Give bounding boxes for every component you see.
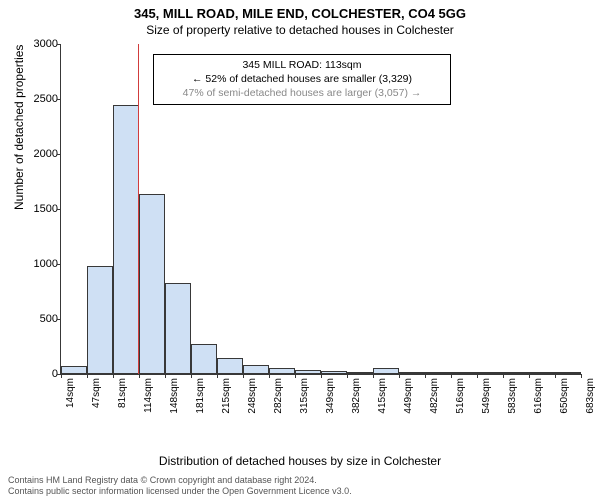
xtick-label: 415sqm xyxy=(377,378,388,414)
xtick-label: 315sqm xyxy=(299,378,310,414)
xtick-mark xyxy=(451,374,452,378)
xtick-mark xyxy=(581,374,582,378)
ytick-mark xyxy=(57,264,61,265)
histogram-bar xyxy=(373,368,399,374)
xtick-label: 382sqm xyxy=(351,378,362,414)
xtick-label: 683sqm xyxy=(585,378,596,414)
footer-line1: Contains HM Land Registry data © Crown c… xyxy=(8,475,352,486)
ytick-mark xyxy=(57,319,61,320)
xtick-mark xyxy=(373,374,374,378)
histogram-bar xyxy=(555,372,581,374)
xtick-label: 650sqm xyxy=(559,378,570,414)
annotation-line: 47% of semi-detached houses are larger (… xyxy=(162,86,442,100)
xtick-mark xyxy=(399,374,400,378)
xtick-label: 616sqm xyxy=(533,378,544,414)
xtick-mark xyxy=(61,374,62,378)
histogram-bar xyxy=(61,366,87,374)
xtick-label: 215sqm xyxy=(221,378,232,414)
xtick-mark xyxy=(113,374,114,378)
page-title: 345, MILL ROAD, MILE END, COLCHESTER, CO… xyxy=(0,0,600,21)
histogram-bar xyxy=(113,105,139,375)
histogram-bar xyxy=(321,371,347,374)
xtick-mark xyxy=(321,374,322,378)
xtick-label: 114sqm xyxy=(143,378,154,413)
histogram-bar xyxy=(347,372,373,374)
xtick-mark xyxy=(191,374,192,378)
chart-area: 05001000150020002500300014sqm47sqm81sqm1… xyxy=(60,44,580,414)
xtick-mark xyxy=(139,374,140,378)
property-marker-line xyxy=(138,44,139,374)
ytick-label: 2000 xyxy=(34,148,58,160)
xtick-mark xyxy=(555,374,556,378)
x-axis-label: Distribution of detached houses by size … xyxy=(0,454,600,468)
xtick-label: 47sqm xyxy=(91,378,102,408)
histogram-bar xyxy=(295,370,321,374)
histogram-bar xyxy=(529,372,555,374)
xtick-label: 181sqm xyxy=(195,378,206,414)
ytick-label: 1000 xyxy=(34,258,58,270)
histogram-bar xyxy=(139,194,165,374)
footer-attribution: Contains HM Land Registry data © Crown c… xyxy=(8,475,352,498)
xtick-label: 549sqm xyxy=(481,378,492,414)
annotation-line: 345 MILL ROAD: 113sqm xyxy=(162,58,442,72)
footer-line2: Contains public sector information licen… xyxy=(8,486,352,497)
xtick-mark xyxy=(529,374,530,378)
histogram-bar xyxy=(217,358,243,375)
histogram-bar xyxy=(451,372,477,374)
xtick-label: 148sqm xyxy=(169,378,180,414)
xtick-label: 349sqm xyxy=(325,378,336,414)
ytick-mark xyxy=(57,44,61,45)
xtick-label: 449sqm xyxy=(403,378,414,414)
page-subtitle: Size of property relative to detached ho… xyxy=(0,21,600,37)
histogram-bar xyxy=(191,344,217,374)
annotation-box: 345 MILL ROAD: 113sqm← 52% of detached h… xyxy=(153,54,451,105)
xtick-mark xyxy=(217,374,218,378)
xtick-mark xyxy=(503,374,504,378)
xtick-mark xyxy=(87,374,88,378)
xtick-mark xyxy=(295,374,296,378)
histogram-bar xyxy=(503,372,529,374)
histogram-bar xyxy=(87,266,113,374)
xtick-mark xyxy=(477,374,478,378)
ytick-mark xyxy=(57,99,61,100)
annotation-line: ← 52% of detached houses are smaller (3,… xyxy=(162,72,442,86)
histogram-bar xyxy=(425,372,451,374)
ytick-label: 500 xyxy=(40,313,58,325)
xtick-mark xyxy=(425,374,426,378)
histogram-bar xyxy=(477,372,503,374)
xtick-mark xyxy=(269,374,270,378)
histogram-bar xyxy=(269,368,295,374)
histogram-bar xyxy=(165,283,191,374)
ytick-label: 1500 xyxy=(34,203,58,215)
ytick-mark xyxy=(57,209,61,210)
ytick-label: 2500 xyxy=(34,93,58,105)
xtick-label: 482sqm xyxy=(429,378,440,414)
xtick-mark xyxy=(347,374,348,378)
xtick-label: 248sqm xyxy=(247,378,258,414)
xtick-label: 583sqm xyxy=(507,378,518,414)
xtick-label: 14sqm xyxy=(65,378,76,408)
ytick-mark xyxy=(57,154,61,155)
plot-region: 05001000150020002500300014sqm47sqm81sqm1… xyxy=(60,44,581,375)
histogram-bar xyxy=(243,365,269,374)
xtick-label: 81sqm xyxy=(117,378,128,408)
histogram-bar xyxy=(399,372,425,374)
ytick-label: 3000 xyxy=(34,38,58,50)
xtick-label: 516sqm xyxy=(455,378,466,414)
xtick-mark xyxy=(165,374,166,378)
y-axis-label: Number of detached properties xyxy=(12,45,26,210)
xtick-label: 282sqm xyxy=(273,378,284,414)
xtick-mark xyxy=(243,374,244,378)
